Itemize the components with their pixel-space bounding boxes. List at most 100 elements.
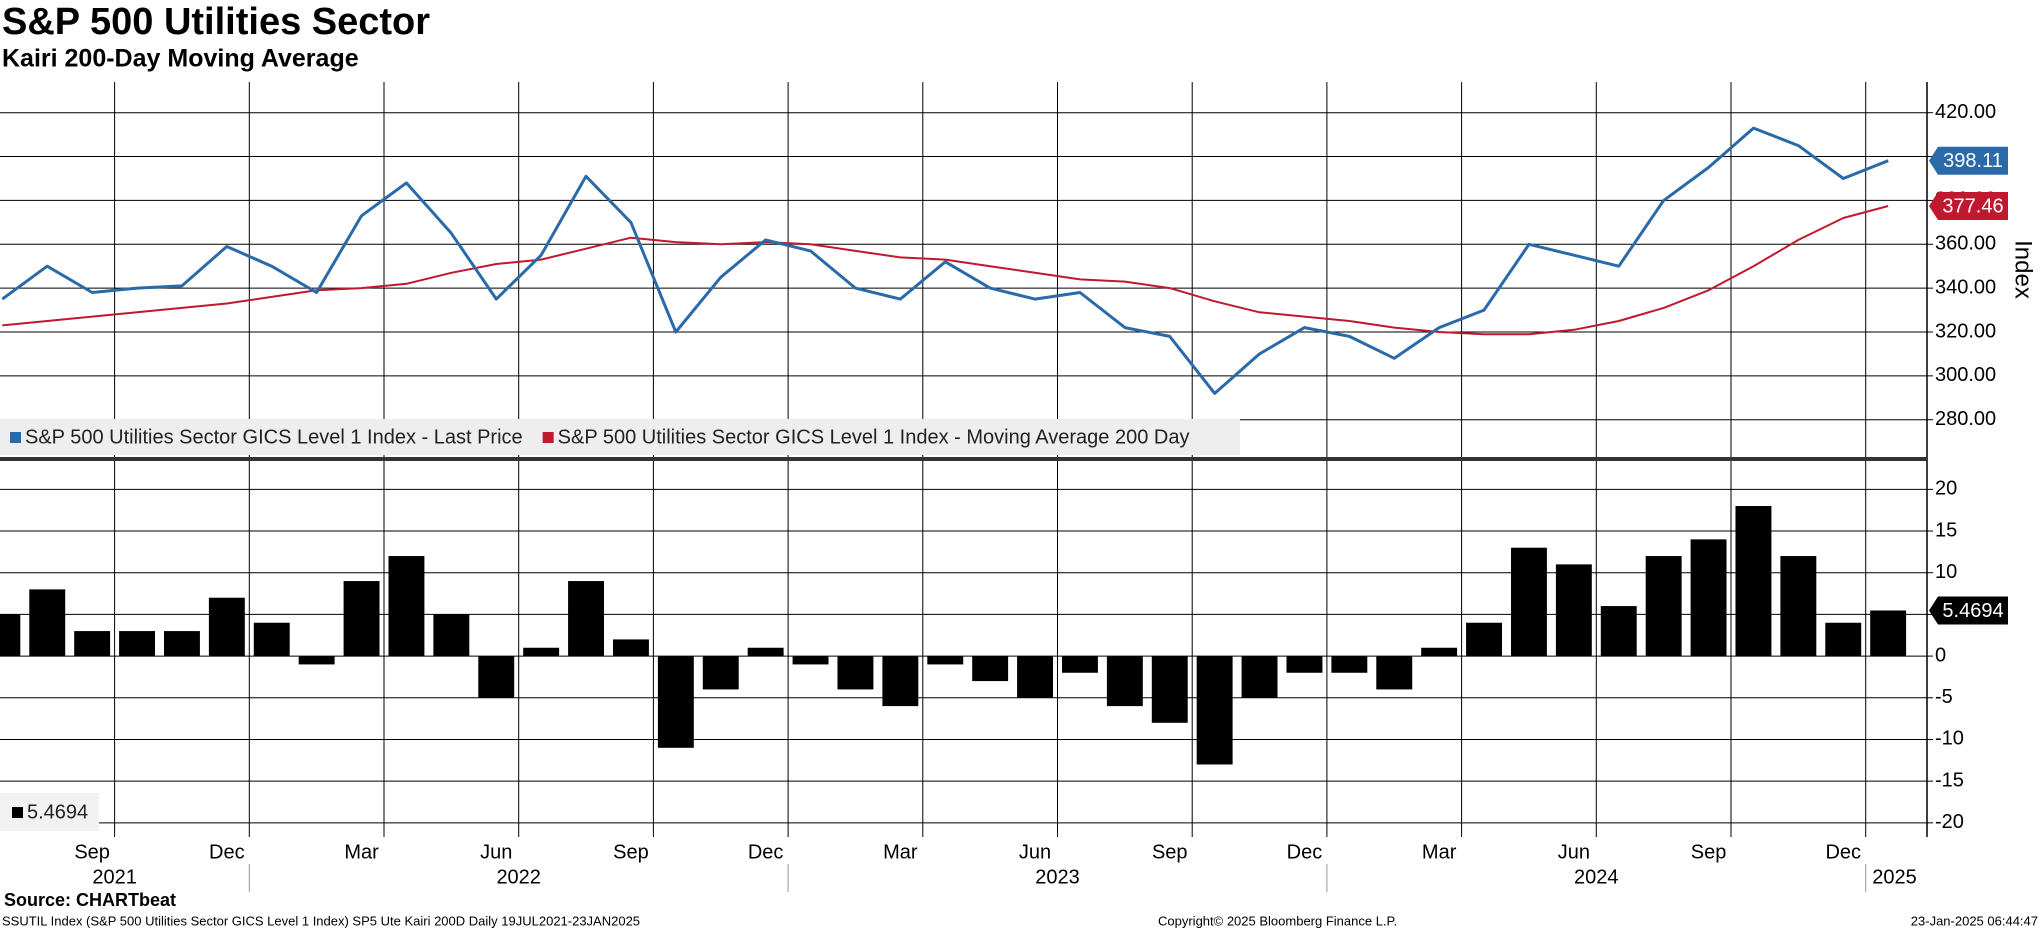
last-value-box: [1929, 596, 2008, 625]
x-tick-label: Sep: [613, 841, 649, 863]
legend-swatch: [542, 432, 554, 443]
bar: [1151, 656, 1188, 723]
x-tick-label: Mar: [883, 841, 918, 863]
bar: [1825, 622, 1862, 657]
footer-right: 23-Jan-2025 06:44:47: [1911, 913, 2038, 928]
y-tick-label: 0: [1935, 644, 1946, 666]
bar: [1645, 556, 1682, 657]
bar: [388, 556, 425, 657]
footer-center: Copyright© 2025 Bloomberg Finance L.P.: [1158, 913, 1397, 928]
legend-label: S&P 500 Utilities Sector GICS Level 1 In…: [558, 426, 1190, 448]
y-tick-label: 340.00: [1935, 276, 1996, 298]
x-tick-label: Sep: [74, 841, 110, 863]
bar: [29, 589, 66, 657]
legend-swatch: [12, 807, 23, 818]
x-tick-label: Dec: [1287, 841, 1323, 863]
last-value-label: 5.4694: [1942, 600, 2003, 622]
bar: [0, 614, 21, 657]
bar: [972, 656, 1009, 682]
y-tick-label: -10: [1935, 728, 1964, 750]
bar: [298, 656, 335, 665]
bar: [1780, 556, 1817, 657]
chart-subtitle: Kairi 200-Day Moving Average: [2, 45, 359, 73]
legend-swatch: [10, 432, 21, 443]
y-tick-label: 20: [1935, 478, 1957, 500]
bar: [523, 647, 560, 657]
bar: [612, 639, 649, 657]
bar: [747, 647, 784, 657]
x-year-label: 2023: [1035, 866, 1080, 888]
bar: [1286, 656, 1323, 673]
bar: [1196, 656, 1233, 765]
x-year-label: 2022: [496, 866, 541, 888]
bar: [343, 581, 380, 657]
bar: [1466, 622, 1503, 657]
last-value-label: 398.11: [1943, 150, 2003, 172]
bar: [882, 656, 919, 707]
bar: [657, 656, 694, 748]
y-tick-label: -5: [1935, 686, 1953, 708]
y-tick-label: 15: [1935, 519, 1957, 541]
x-year-label: 2021: [92, 866, 137, 888]
bar: [1061, 656, 1098, 673]
bar: [568, 581, 605, 657]
x-tick-label: Jun: [480, 841, 512, 863]
x-year-label: 2024: [1574, 866, 1619, 888]
x-tick-label: Jun: [1558, 841, 1590, 863]
y-tick-label: 10: [1935, 561, 1957, 583]
bar: [253, 622, 290, 657]
bar: [1555, 564, 1592, 657]
y-tick-label: -15: [1935, 769, 1964, 791]
y-tick-label: -20: [1935, 811, 1964, 833]
bar: [1600, 606, 1637, 657]
bar: [1376, 656, 1413, 690]
legend-label: S&P 500 Utilities Sector GICS Level 1 In…: [25, 426, 523, 448]
bar: [1421, 647, 1458, 657]
bar: [478, 656, 515, 698]
bar: [1331, 656, 1368, 673]
y-tick-label: 320.00: [1935, 320, 1996, 342]
x-tick-label: Dec: [1825, 841, 1861, 863]
bar: [1735, 506, 1772, 657]
x-tick-label: Sep: [1152, 841, 1188, 863]
bar: [433, 614, 470, 657]
y-tick-label: 300.00: [1935, 364, 1996, 386]
legend-label: 5.4694: [27, 801, 88, 823]
x-tick-label: Dec: [748, 841, 784, 863]
last-value-label: 377.46: [1942, 195, 2003, 217]
last-value-box: [1929, 191, 2008, 220]
footer-left: SSUTIL Index (S&P 500 Utilities Sector G…: [2, 913, 640, 928]
bar: [1017, 656, 1054, 698]
y-axis-title: Index: [2010, 240, 2037, 299]
series-line: [1, 126, 1889, 395]
chart-title: S&P 500 Utilities Sector: [2, 1, 430, 43]
bar: [837, 656, 874, 690]
x-tick-label: Jun: [1019, 841, 1051, 863]
bar: [74, 631, 111, 657]
x-tick-label: Sep: [1691, 841, 1727, 863]
panel-separator: [0, 457, 1927, 461]
last-value-box: [1929, 146, 2008, 175]
bar: [119, 631, 156, 657]
bar: [1690, 539, 1727, 657]
bar: [1510, 547, 1547, 657]
bar: [163, 631, 200, 657]
bar: [1241, 656, 1278, 698]
y-tick-label: 360.00: [1935, 233, 1996, 255]
x-year-label: 2025: [1872, 866, 1917, 888]
bar: [208, 597, 245, 657]
y-tick-label: 420.00: [1935, 101, 1996, 123]
bar: [927, 656, 964, 665]
bar: [792, 656, 829, 665]
legend-bg: [0, 419, 1240, 455]
y-tick-label: 280.00: [1935, 408, 1996, 430]
x-tick-label: Mar: [344, 841, 379, 863]
bar: [702, 656, 739, 690]
plot-area: [0, 82, 1927, 457]
source: Source: CHARTbeat: [4, 890, 176, 910]
bar: [1870, 610, 1907, 657]
x-tick-label: Dec: [209, 841, 245, 863]
bar: [1106, 656, 1143, 707]
x-tick-label: Mar: [1422, 841, 1457, 863]
